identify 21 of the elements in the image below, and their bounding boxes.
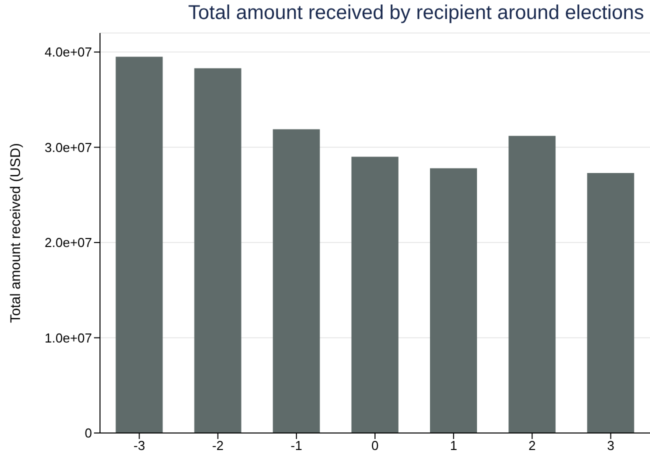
bar <box>430 168 477 433</box>
bar <box>272 129 320 433</box>
bar <box>116 56 163 433</box>
y-tick-label: 1.0e+07 <box>44 330 92 346</box>
y-tick-label: 2.0e+07 <box>44 235 92 250</box>
x-tick-label: 0 <box>371 438 379 454</box>
y-tick-label: 4.0e+07 <box>44 44 92 60</box>
x-tick-label: -2 <box>212 438 224 454</box>
x-tick-label: -3 <box>134 438 146 454</box>
bar <box>351 156 398 433</box>
y-tick-label: 3.0e+07 <box>44 140 92 155</box>
bar <box>508 136 556 433</box>
x-tick-label: 2 <box>528 438 536 454</box>
bar <box>194 68 242 433</box>
x-tick-label: 3 <box>607 438 614 454</box>
x-tick-label: 1 <box>450 438 458 454</box>
y-axis-title: Total amount received (USD) <box>6 143 23 323</box>
x-tick-label: -1 <box>290 438 302 454</box>
bar <box>587 173 634 433</box>
y-tick-label: 0 <box>84 426 92 441</box>
chart-title: Total amount received by recipient around elections <box>187 2 644 25</box>
